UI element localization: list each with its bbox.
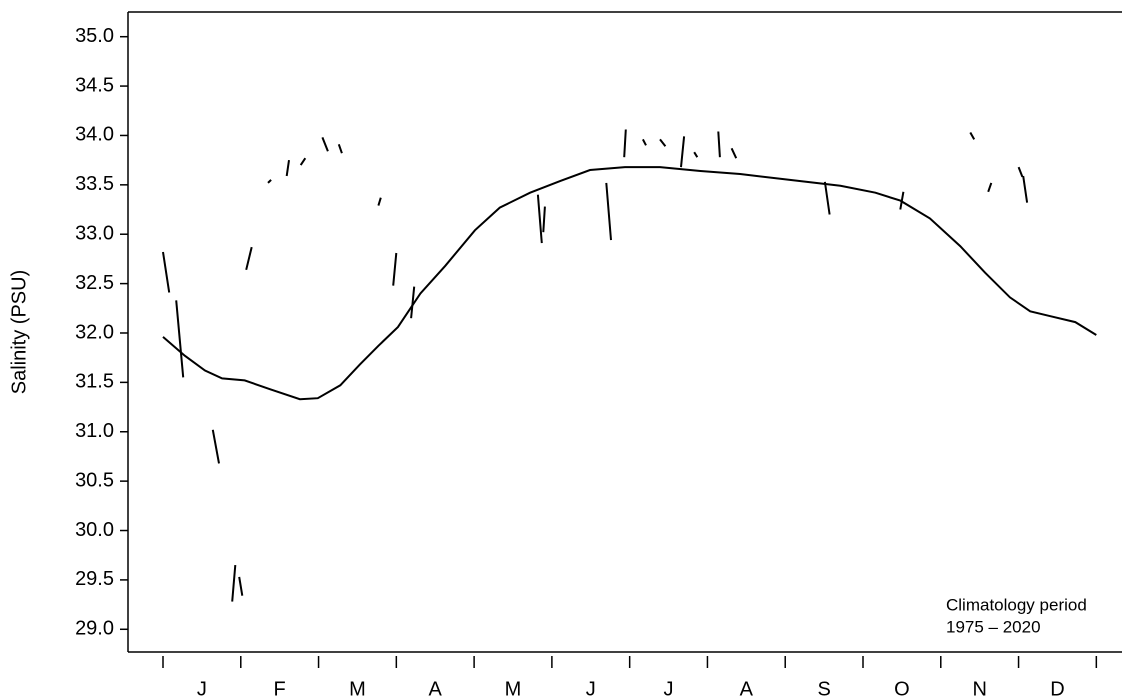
y-tick-label: 30.5 [75, 469, 114, 491]
x-tick-label: J [197, 678, 207, 700]
x-tick-label: F [274, 678, 286, 700]
x-tick-label: J [664, 678, 674, 700]
y-tick-label: 29.5 [75, 568, 114, 590]
y-tick-label: 34.0 [75, 124, 114, 146]
y-tick-label: 32.5 [75, 272, 114, 294]
x-tick-label: A [740, 678, 754, 700]
y-tick-label: 34.5 [75, 74, 114, 96]
y-tick-label: 33.0 [75, 223, 114, 245]
y-tick-label: 32.0 [75, 321, 114, 343]
y-tick-label: 35.0 [75, 25, 114, 47]
line [162, 129, 1029, 602]
x-tick-label: J [586, 678, 596, 700]
y-tick-label: 31.0 [75, 420, 114, 442]
x-tick-label: N [972, 678, 986, 700]
x-tick-label: M [505, 678, 522, 700]
annotation: 1975 – 2020 [946, 617, 1041, 636]
line [162, 166, 1097, 401]
y-tick-label: 29.0 [75, 618, 114, 640]
y-tick-label: 30.0 [75, 519, 114, 541]
annotation: Climatology period [946, 595, 1087, 614]
x-tick-label: O [894, 678, 910, 700]
y-axis-label: Salinity (PSU) [8, 270, 30, 394]
x-tick-label: A [429, 678, 443, 700]
y-tick-label: 31.5 [75, 371, 114, 393]
y-tick-label: 33.5 [75, 173, 114, 195]
x-tick-label: M [349, 678, 366, 700]
x-tick-label: D [1050, 678, 1064, 700]
x-tick-label: S [817, 678, 830, 700]
